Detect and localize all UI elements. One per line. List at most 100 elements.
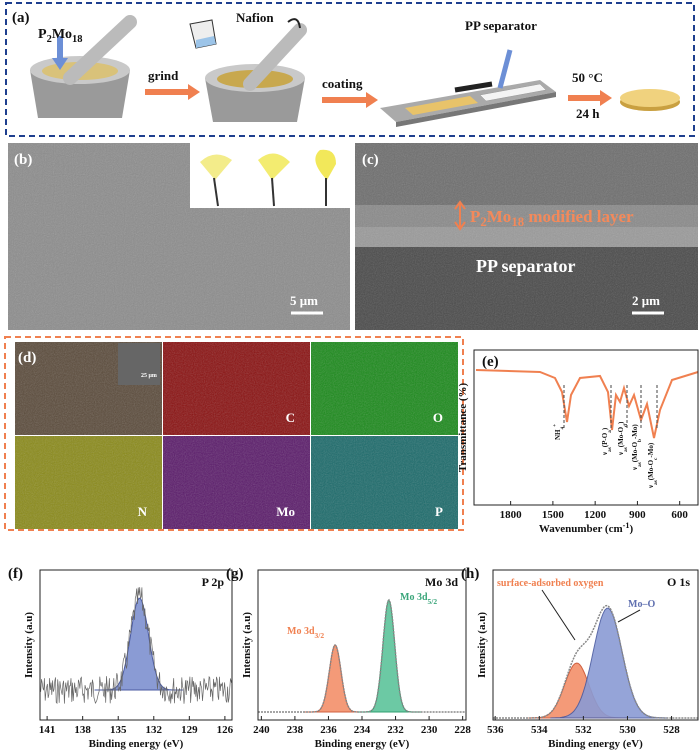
text-part: ) — [601, 427, 609, 430]
step-label: PP separator — [465, 18, 537, 33]
peak-label: Mo 3d3/2 — [287, 626, 324, 640]
x-tick-label: 236 — [320, 724, 337, 736]
plot-frame — [39, 569, 233, 721]
y-axis-label: Intensity (a.u) — [23, 612, 35, 678]
peak-label: Mo 3d5/2 — [400, 592, 437, 606]
scale-bar-label: 2 μm — [632, 293, 660, 308]
step-label: Nafion — [236, 10, 274, 25]
fit-peak — [303, 644, 366, 713]
text-part: (Mo-O — [631, 441, 639, 462]
text-part: as — [637, 462, 643, 467]
element-label: P — [435, 504, 443, 519]
x-axis-label: Binding energy (eV) — [89, 738, 184, 750]
band-label: νas(Mo-Ob-Mo) — [631, 424, 643, 471]
x-tick-label: 129 — [181, 724, 198, 736]
eds-texture — [311, 436, 458, 529]
raw-spectrum — [39, 587, 233, 705]
text-part: 4 — [560, 427, 566, 430]
text-part: Mo 3d — [287, 626, 315, 637]
x-tick-label: 528 — [663, 724, 680, 736]
mortar — [189, 18, 307, 122]
scale-bar-label: 5 μm — [290, 293, 318, 308]
text-part: a — [607, 430, 613, 433]
x-tick-label: 600 — [671, 509, 688, 521]
leaf-inset — [200, 149, 336, 207]
text-part: Binding energy (eV) — [89, 738, 184, 750]
eds-texture — [163, 436, 310, 529]
text-part: Binding energy (eV) — [315, 738, 410, 750]
y-axis-label: Intensity (a.u) — [241, 612, 253, 678]
text-part: -Mo) — [631, 424, 639, 439]
text-part: 18 — [72, 34, 83, 45]
step-label: grind — [148, 68, 179, 83]
text-part: 5/2 — [428, 597, 438, 606]
text-part: (P-O — [601, 432, 609, 447]
x-tick-label: 240 — [253, 724, 270, 736]
x-tick-label: 228 — [454, 724, 471, 736]
panel-tag: (e) — [482, 354, 499, 370]
text-part: Binding energy (eV) — [548, 738, 643, 750]
x-tick-label: 900 — [629, 509, 646, 521]
band-label: νas(Mo-Oc-Mo) — [647, 442, 659, 489]
y-axis-label: Intensity (a.u) — [476, 612, 488, 678]
text-part: Mo — [487, 207, 512, 226]
envelope — [258, 598, 466, 713]
panel-tag: (c) — [362, 152, 379, 168]
text-part: modified layer — [524, 207, 634, 226]
text-part: 18 — [511, 215, 524, 229]
text-part: ν — [617, 451, 625, 456]
text-part: P — [470, 207, 480, 226]
plot-title: O 1s — [667, 575, 690, 589]
plot-frame — [473, 349, 699, 506]
disc — [620, 89, 680, 111]
step-label: coating — [322, 76, 363, 91]
panel-tag: (h) — [461, 566, 479, 582]
sem-texture — [355, 143, 698, 330]
text-part: NH — [554, 429, 562, 440]
plot-title: Mo 3d — [425, 575, 458, 589]
text-part: as — [653, 480, 659, 485]
text-part: + — [552, 424, 558, 427]
step-label: 50 °C — [572, 70, 603, 85]
band-label: νas(P-Oa) — [601, 427, 613, 456]
compound-label: P2Mo18 — [38, 27, 83, 45]
envelope — [493, 604, 698, 719]
eds-texture — [163, 342, 310, 435]
ftir-curve — [475, 369, 699, 439]
x-tick-label: 234 — [354, 724, 371, 736]
x-tick-label: 534 — [531, 724, 548, 736]
y-axis-label: Transmittance (%) — [457, 383, 469, 473]
text-part: as — [623, 447, 629, 452]
step-label: 24 h — [576, 106, 600, 121]
panel-tag: (a) — [12, 10, 30, 26]
text-part: surface-adsorbed oxygen — [497, 578, 604, 589]
mortar — [30, 15, 137, 118]
text-part: as — [607, 447, 613, 452]
text-part: b — [637, 439, 643, 442]
text-part: ν — [631, 466, 639, 471]
text-part: 2 — [480, 215, 486, 229]
element-label: O — [433, 410, 443, 425]
x-tick-label: 536 — [487, 724, 504, 736]
text-part: Mo–O — [628, 599, 655, 610]
x-tick-label: 126 — [217, 724, 234, 736]
text-part: ) — [617, 421, 625, 424]
fit-peak — [357, 599, 421, 713]
text-part: 2 — [47, 34, 52, 45]
plot-title: P 2p — [202, 575, 225, 589]
text-part: ν — [601, 451, 609, 456]
x-tick-label: 530 — [619, 724, 636, 736]
text-part: (Mo-O — [647, 459, 655, 480]
text-part: -Mo) — [647, 442, 655, 457]
coating-stage — [380, 49, 556, 127]
panel-tag: (b) — [14, 152, 32, 168]
text-part: c — [653, 457, 659, 460]
plot-frame — [257, 569, 467, 721]
panel-tag: (f) — [8, 566, 23, 582]
plot-frame — [492, 569, 699, 721]
pointer — [541, 589, 641, 641]
eds-texture — [311, 342, 458, 435]
layer-label: P2Mo18 modified layer — [470, 207, 634, 229]
x-tick-label: 238 — [287, 724, 304, 736]
